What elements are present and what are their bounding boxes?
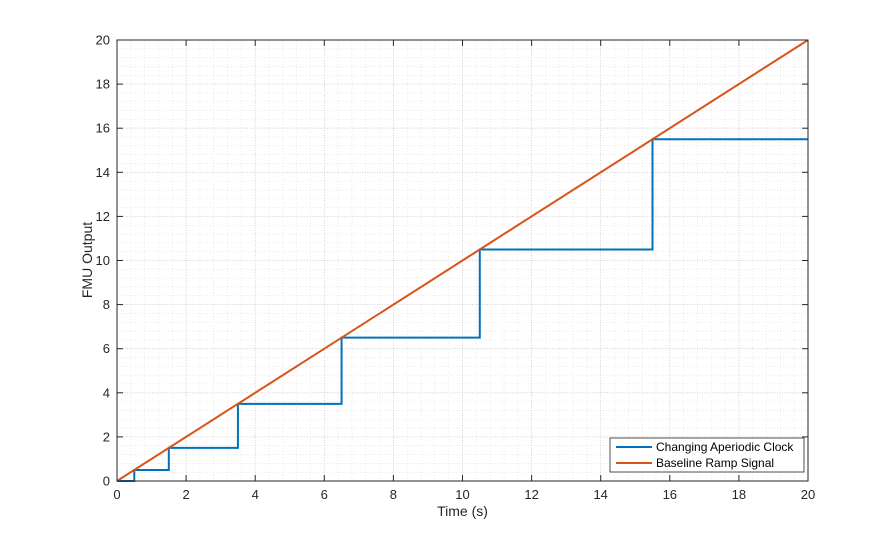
series-line-clock <box>117 138 808 482</box>
x-tick-label: 6 <box>321 487 328 502</box>
legend-label-clock: Changing Aperiodic Clock <box>656 440 794 454</box>
y-tick-label: 12 <box>96 209 110 224</box>
y-tick-label: 16 <box>96 121 110 136</box>
series-layer <box>116 39 809 482</box>
x-tick-label: 10 <box>455 487 469 502</box>
y-axis-label: FMU Output <box>79 222 95 298</box>
y-tick-label: 10 <box>96 253 110 268</box>
x-tick-label: 18 <box>732 487 746 502</box>
x-tick-label: 14 <box>593 487 607 502</box>
series-line-ramp <box>116 39 809 482</box>
y-tick-label: 0 <box>103 474 110 489</box>
y-tick-label: 2 <box>103 429 110 444</box>
y-tick-label: 4 <box>103 385 110 400</box>
y-tick-label: 20 <box>96 33 110 48</box>
x-tick-label: 0 <box>113 487 120 502</box>
legend-label-ramp: Baseline Ramp Signal <box>656 456 774 470</box>
legend: Changing Aperiodic Clock Baseline Ramp S… <box>609 437 805 473</box>
y-tick-labels: 0 2 4 6 8 10 12 14 16 18 20 <box>96 33 110 489</box>
x-tick-label: 4 <box>252 487 259 502</box>
tick-marks <box>116 39 809 482</box>
x-tick-label: 2 <box>182 487 189 502</box>
x-tick-label: 20 <box>801 487 815 502</box>
x-tick-label: 16 <box>663 487 677 502</box>
major-grid <box>117 40 808 481</box>
y-tick-label: 18 <box>96 77 110 92</box>
x-axis-label: Time (s) <box>437 503 488 519</box>
y-tick-label: 6 <box>103 341 110 356</box>
y-tick-label: 8 <box>103 297 110 312</box>
x-tick-label: 8 <box>390 487 397 502</box>
x-tick-label: 12 <box>524 487 538 502</box>
y-tick-label: 14 <box>96 165 110 180</box>
legend-box <box>609 437 805 473</box>
x-tick-labels: 0 2 4 6 8 10 12 14 16 18 20 <box>113 487 815 502</box>
